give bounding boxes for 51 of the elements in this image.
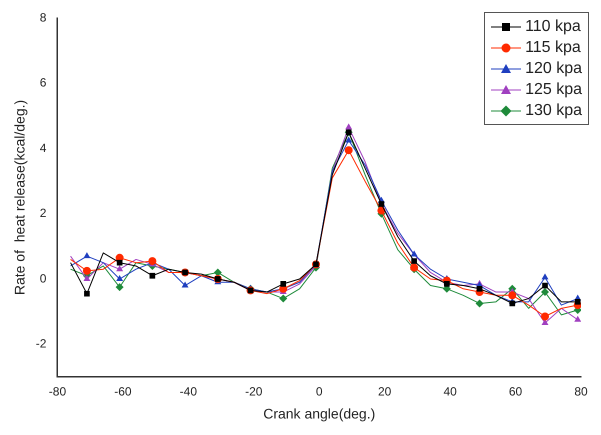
x-axis-title: Crank angle(deg.) (263, 405, 376, 422)
point (83, 275, 90, 281)
y-tick-label: 8 (40, 10, 47, 25)
point (345, 136, 352, 142)
point (476, 286, 482, 292)
point (83, 252, 90, 258)
point (116, 275, 124, 281)
point (509, 300, 516, 306)
point (116, 283, 124, 292)
x-tick-label: -40 (180, 384, 198, 398)
y-tick-label: 4 (40, 140, 47, 155)
x-tick-label: 60 (508, 384, 523, 398)
x-tick-label: -60 (114, 384, 132, 398)
point (574, 316, 581, 322)
x-tick-label: -80 (48, 384, 66, 398)
point (214, 268, 222, 276)
x-tick-label: 80 (574, 384, 588, 398)
point (542, 319, 548, 326)
point (280, 281, 286, 287)
y-tick-label: 0 (40, 271, 47, 286)
point (150, 272, 156, 279)
y-tick-label: -2 (36, 336, 47, 351)
point (84, 290, 90, 296)
point (542, 282, 548, 288)
point (344, 146, 353, 154)
point (182, 282, 189, 288)
point (574, 298, 581, 305)
x-tick-label: 0 (316, 384, 323, 398)
point (116, 260, 122, 266)
y-axis-title: Rate of heat release(kcal/deg.) (11, 100, 28, 296)
y-tick-label: 6 (40, 76, 47, 90)
point (279, 294, 288, 303)
legend-label: 110 kpa (525, 18, 581, 36)
point (82, 266, 91, 275)
legend-label: 120 kpa (525, 60, 582, 78)
x-tick-label: -20 (245, 384, 263, 398)
point (542, 273, 548, 280)
y-tick-label: 2 (40, 206, 47, 220)
legend-label: 125 kpa (525, 80, 582, 98)
point (541, 312, 550, 320)
legend-label: 130 kpa (525, 102, 582, 120)
x-tick-label: 20 (378, 384, 392, 398)
point (541, 288, 550, 296)
point (345, 123, 352, 130)
legend-label: 115 kpa (525, 38, 581, 56)
point (116, 265, 124, 272)
point (444, 281, 450, 287)
point (411, 258, 417, 264)
point (476, 299, 484, 308)
x-tick-label: 40 (443, 384, 458, 398)
point (508, 291, 516, 300)
